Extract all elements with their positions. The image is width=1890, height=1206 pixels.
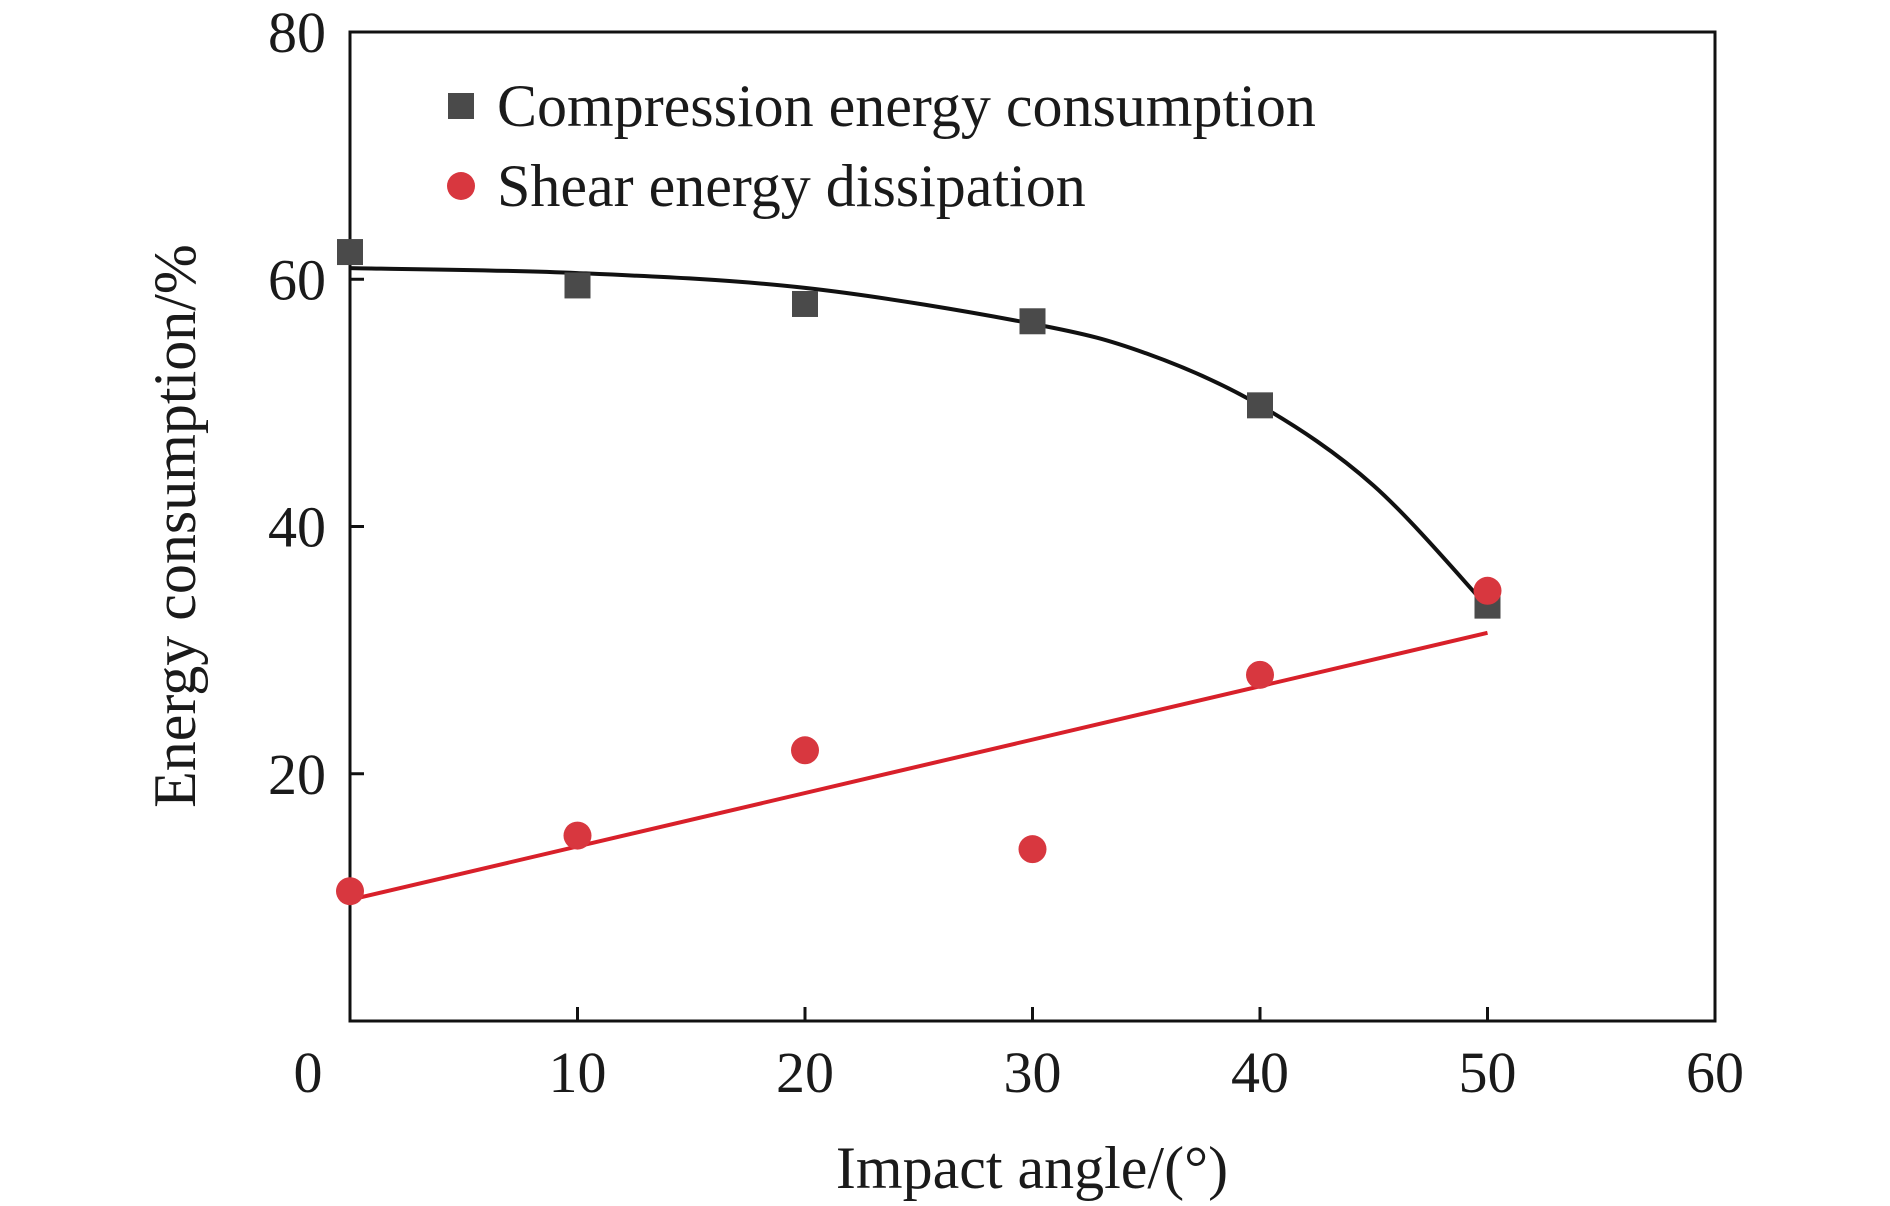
y-tick-label: 60 [268, 247, 326, 312]
data-point-shear [563, 821, 592, 850]
y-tick-label: 40 [268, 495, 326, 560]
y-tick-label: 20 [268, 742, 326, 807]
data-point-shear [1473, 576, 1502, 605]
x-axis-title: Impact angle/(°) [836, 1135, 1228, 1201]
data-point-compression [1019, 308, 1046, 335]
data-point-shear [1246, 660, 1274, 689]
data-points [336, 239, 1502, 906]
x-tick-label: 60 [1686, 1040, 1744, 1105]
x-tick-label: 20 [776, 1040, 834, 1105]
y-tick-label: 80 [268, 0, 326, 65]
x-tick-label: 10 [549, 1040, 607, 1105]
data-point-compression [792, 290, 818, 317]
legend-label: Compression energy consumption [497, 73, 1316, 139]
x-tick-label: 30 [1004, 1040, 1062, 1105]
legend-marker-circle [447, 172, 475, 200]
data-point-shear [336, 877, 364, 906]
data-point-compression [564, 272, 591, 299]
legend-marker-square [448, 93, 474, 119]
y-axis-title: Energy consumption/% [142, 244, 208, 808]
y-axis: 20 40 60 80 [268, 0, 364, 807]
x-tick-label: 0 [294, 1040, 323, 1105]
legend: Compression energy consumption Shear ener… [447, 73, 1316, 219]
fit-line-series-0 [349, 266, 1489, 609]
x-tick-label: 50 [1459, 1040, 1517, 1105]
x-tick-label: 40 [1231, 1040, 1289, 1105]
data-point-shear [1018, 835, 1047, 864]
data-point-shear [791, 736, 819, 765]
data-point-compression [1247, 392, 1273, 419]
x-axis: 0 10 20 30 40 50 60 [294, 1007, 1744, 1105]
legend-label: Shear energy dissipation [497, 153, 1086, 219]
fit-line-series-1 [349, 630, 1488, 902]
data-point-compression [337, 239, 363, 266]
fit-lines [349, 266, 1489, 902]
